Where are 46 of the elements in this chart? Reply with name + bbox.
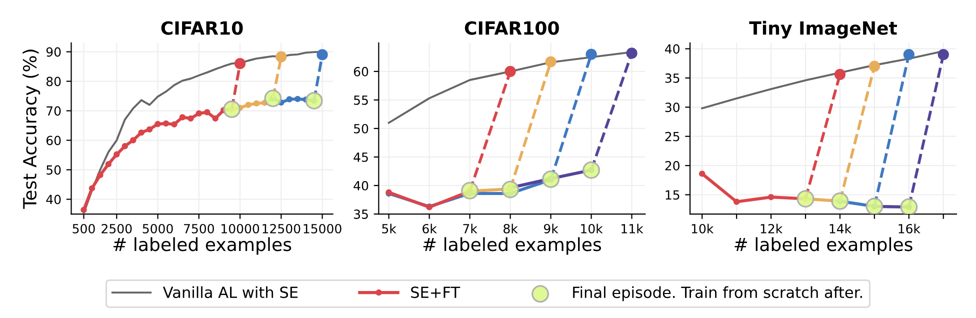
x-tick-label: 10000 [222, 224, 260, 234]
x-tick-label: 14k [830, 224, 852, 234]
x-axis-title: # labeled examples [423, 237, 602, 255]
x-tick-label: 2500 [102, 224, 132, 234]
legend-label: SE+FT [411, 286, 460, 298]
y-axis-title: Test Accuracy (%) [22, 50, 40, 209]
y-tick-label: 70 [46, 106, 61, 116]
x-tick-label: 6k [422, 224, 437, 234]
y-tick-label: 60 [46, 136, 61, 146]
y-tick-label: 90 [46, 47, 61, 57]
x-tick-label: 11k [622, 224, 644, 234]
x-tick-label: 10k [581, 224, 603, 234]
chart-title: CIFAR10 [161, 21, 243, 35]
y-tick-label: 60 [354, 66, 368, 76]
chart-title: Tiny ImageNet [749, 20, 897, 38]
y-tick-label: 40 [665, 44, 680, 54]
x-tick-label: 7k [463, 224, 478, 234]
x-tick-label: 10k [692, 224, 714, 234]
y-tick-label: 15 [666, 190, 680, 200]
x-tick-label: 12500 [262, 224, 300, 234]
x-tick-label: 15000 [304, 224, 342, 234]
x-tick-label: 9k [544, 224, 558, 234]
legend-label: Vanilla AL with SE [162, 286, 298, 298]
x-tick-label: 5k [382, 224, 396, 234]
y-tick-label: 20 [665, 161, 680, 170]
x-tick-label: 500 [72, 224, 95, 234]
y-tick-label: 50 [354, 124, 368, 134]
y-tick-label: 80 [46, 76, 61, 86]
x-tick-label: 8k [504, 224, 518, 234]
chart-title: CIFAR100 [464, 21, 559, 35]
x-tick-label: 5000 [142, 224, 173, 234]
y-tick-label: 55 [354, 96, 368, 105]
y-tick-label: 35 [354, 209, 368, 219]
y-tick-label: 40 [354, 180, 368, 190]
y-tick-label: 45 [354, 152, 368, 162]
y-tick-label: 40 [46, 194, 61, 204]
y-tick-label: 50 [46, 165, 61, 175]
x-tick-label: 16k [898, 224, 920, 234]
legend-label: Final episode. Train from scratch after. [573, 286, 862, 302]
x-axis-title: # labeled examples [734, 237, 912, 255]
y-tick-label: 30 [665, 102, 680, 112]
x-axis-title: # labeled examples [113, 237, 292, 255]
y-tick-label: 25 [665, 132, 680, 142]
y-tick-label: 35 [665, 73, 680, 83]
x-tick-label: 12k [760, 224, 783, 234]
x-tick-label: 7500 [184, 224, 214, 234]
